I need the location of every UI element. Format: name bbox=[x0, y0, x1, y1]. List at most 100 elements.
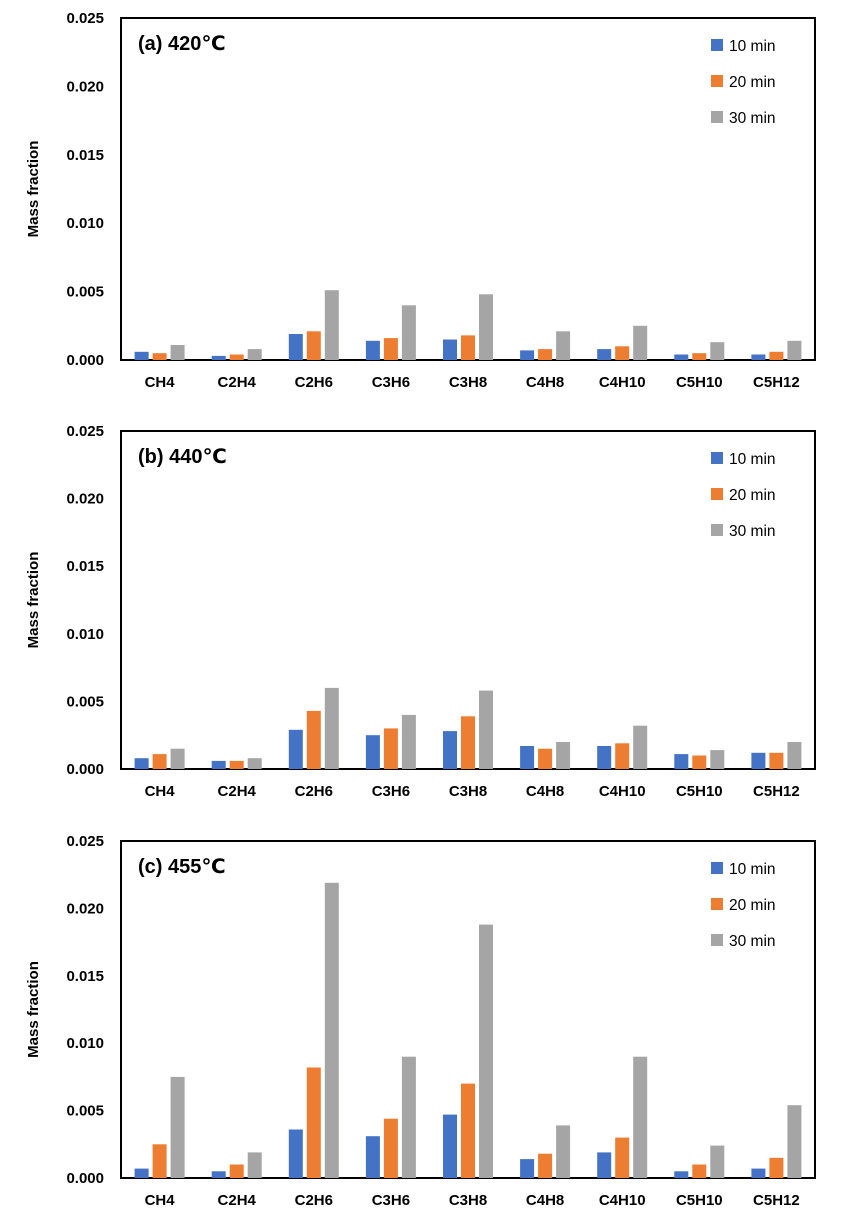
legend-swatch-series-2 bbox=[711, 75, 723, 87]
bar-c4h10-series-3 bbox=[633, 1056, 648, 1178]
x-tick-label: C5H10 bbox=[676, 1192, 723, 1209]
bar-c4h8-series-3 bbox=[556, 331, 571, 360]
bar-c5h12-series-3 bbox=[787, 340, 802, 360]
bar-c2h4-series-1 bbox=[211, 760, 226, 769]
y-axis-title: Mass fraction bbox=[25, 141, 42, 238]
x-tick-label: C5H12 bbox=[753, 1192, 800, 1209]
legend-label-series-3: 30 min bbox=[729, 110, 776, 127]
x-tick-label: C5H12 bbox=[753, 374, 800, 391]
legend-swatch-series-1 bbox=[711, 39, 723, 51]
bar-c5h12-series-2 bbox=[769, 1157, 784, 1178]
bar-c3h6-series-2 bbox=[383, 1118, 398, 1178]
bar-c2h4-series-2 bbox=[229, 1164, 244, 1178]
bar-c2h6-series-3 bbox=[324, 290, 339, 360]
bar-c4h8-series-2 bbox=[538, 748, 553, 769]
x-tick-label: CH4 bbox=[145, 1192, 176, 1209]
bar-c4h8-series-2 bbox=[538, 1153, 553, 1178]
bar-c4h8-series-3 bbox=[556, 742, 571, 769]
bar-c2h6-series-1 bbox=[288, 334, 303, 360]
x-tick-label: CH4 bbox=[145, 374, 176, 391]
bar-c3h8-series-1 bbox=[443, 1114, 457, 1178]
bar-c5h12-series-3 bbox=[787, 742, 802, 769]
bar-c2h6-series-3 bbox=[324, 687, 339, 769]
x-tick-label: C3H6 bbox=[372, 1192, 410, 1209]
bar-ch4-series-2 bbox=[152, 1144, 167, 1178]
bar-c5h10-series-3 bbox=[710, 342, 725, 360]
bar-c2h6-series-2 bbox=[306, 331, 321, 360]
bar-c3h6-series-1 bbox=[365, 340, 380, 360]
y-tick-label: 0.005 bbox=[66, 284, 104, 301]
bar-c3h6-series-2 bbox=[383, 728, 398, 769]
y-tick-label: 0.005 bbox=[66, 693, 104, 710]
bar-c2h6-series-2 bbox=[306, 710, 321, 769]
bar-c4h8-series-1 bbox=[520, 350, 535, 360]
legend-label-series-2: 20 min bbox=[729, 74, 776, 91]
bar-c4h10-series-3 bbox=[633, 725, 648, 769]
bar-ch4-series-1 bbox=[134, 758, 149, 769]
y-tick-label: 0.010 bbox=[66, 626, 104, 643]
bar-c5h10-series-1 bbox=[674, 354, 689, 360]
y-tick-label: 0.020 bbox=[66, 900, 104, 917]
x-tick-label: C4H8 bbox=[526, 374, 564, 391]
bar-c5h12-series-2 bbox=[769, 351, 784, 360]
bar-ch4-series-3 bbox=[170, 345, 185, 360]
bar-c4h10-series-1 bbox=[597, 746, 612, 769]
legend-label-series-3: 30 min bbox=[729, 933, 776, 950]
x-tick-label: C2H4 bbox=[218, 1192, 257, 1209]
y-tick-label: 0.015 bbox=[66, 147, 104, 164]
bar-c4h8-series-1 bbox=[520, 1159, 535, 1178]
y-tick-label: 0.000 bbox=[66, 1170, 104, 1187]
x-tick-label: C5H10 bbox=[676, 783, 723, 800]
bar-c4h10-series-2 bbox=[615, 743, 630, 769]
bar-c3h8-series-3 bbox=[479, 924, 493, 1178]
bar-c3h6-series-3 bbox=[401, 714, 416, 769]
x-tick-label: C4H10 bbox=[599, 783, 646, 800]
panel-title: (b) 440℃ bbox=[138, 446, 227, 468]
bar-c4h8-series-1 bbox=[520, 746, 535, 769]
bar-c5h10-series-2 bbox=[692, 353, 707, 360]
x-tick-label: CH4 bbox=[145, 783, 176, 800]
bar-c4h10-series-2 bbox=[615, 346, 630, 360]
legend-swatch-series-2 bbox=[711, 488, 723, 500]
bar-c2h4-series-1 bbox=[211, 1171, 226, 1178]
x-tick-label: C2H4 bbox=[218, 783, 257, 800]
bar-c3h8-series-3 bbox=[479, 294, 493, 360]
y-tick-label: 0.025 bbox=[66, 423, 104, 440]
bar-c4h10-series-1 bbox=[597, 349, 612, 360]
legend-swatch-series-3 bbox=[711, 111, 723, 123]
bar-c4h10-series-1 bbox=[597, 1152, 612, 1178]
y-axis-title: Mass fraction bbox=[25, 961, 42, 1058]
x-tick-label: C3H6 bbox=[372, 783, 410, 800]
x-tick-label: C2H6 bbox=[295, 783, 333, 800]
y-tick-label: 0.000 bbox=[66, 352, 104, 369]
chart-panel-2: 0.000 0.005 0.010 0.015 0.020 0.025 Mass fract… bbox=[25, 423, 816, 800]
x-tick-label: C5H10 bbox=[676, 374, 723, 391]
bar-c3h8-series-2 bbox=[461, 716, 475, 769]
y-tick-label: 0.015 bbox=[66, 558, 104, 575]
bar-c2h6-series-1 bbox=[288, 1129, 303, 1178]
y-tick-label: 0.015 bbox=[66, 968, 104, 985]
x-tick-label: C3H6 bbox=[372, 374, 410, 391]
bar-c4h10-series-3 bbox=[633, 325, 648, 360]
legend-label-series-1: 10 min bbox=[729, 861, 776, 878]
x-tick-label: C4H10 bbox=[599, 1192, 646, 1209]
bar-c2h4-series-2 bbox=[229, 354, 244, 360]
y-tick-label: 0.010 bbox=[66, 1035, 104, 1052]
bar-c2h4-series-3 bbox=[247, 1152, 262, 1178]
bar-c2h4-series-3 bbox=[247, 758, 262, 769]
bar-c3h6-series-2 bbox=[383, 338, 398, 360]
bar-c3h8-series-3 bbox=[479, 690, 493, 769]
x-tick-label: C2H6 bbox=[295, 374, 333, 391]
chart-panel-3: 0.000 0.005 0.010 0.015 0.020 0.025 Mass fract… bbox=[25, 833, 816, 1209]
legend-swatch-series-3 bbox=[711, 934, 723, 946]
bar-c2h4-series-3 bbox=[247, 349, 262, 360]
legend-label-series-2: 20 min bbox=[729, 897, 776, 914]
x-tick-label: C3H8 bbox=[449, 783, 487, 800]
x-tick-label: C5H12 bbox=[753, 783, 800, 800]
bar-ch4-series-1 bbox=[134, 1168, 149, 1178]
bar-c5h12-series-1 bbox=[751, 354, 766, 360]
bar-c5h10-series-1 bbox=[674, 1171, 689, 1178]
plot-frame bbox=[120, 17, 816, 361]
bar-c5h10-series-2 bbox=[692, 755, 707, 769]
